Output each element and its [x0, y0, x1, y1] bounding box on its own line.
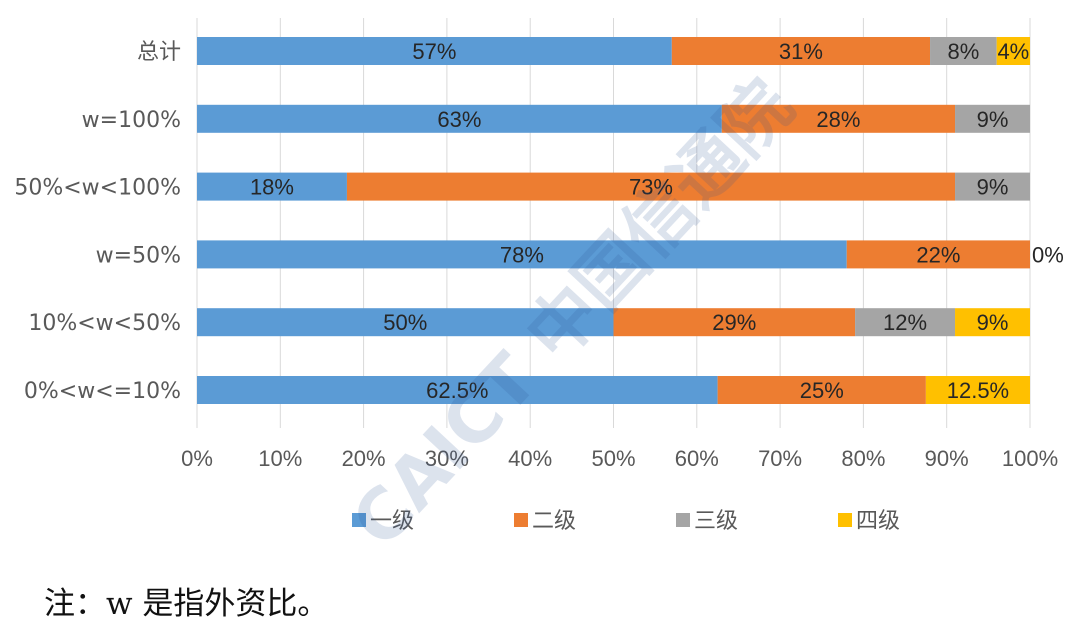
- bars: [197, 37, 1030, 404]
- footnote: 注：w 是指外资比。: [44, 586, 329, 622]
- legend-label: 二级: [532, 509, 576, 534]
- x-tick-label: 30%: [425, 446, 469, 471]
- data-label: 18%: [250, 175, 294, 200]
- legend-swatch: [352, 513, 366, 527]
- data-label: 22%: [916, 242, 960, 267]
- category-label: 总计: [137, 40, 181, 65]
- value-labels: 57% 31% 8% 4% 63% 28% 9% 18% 73% 9% 78% 22% 0% 50% 29%…: [250, 39, 1064, 403]
- data-label: 9%: [977, 175, 1009, 200]
- bar-segment: [671, 37, 931, 65]
- x-tick-label: 10%: [258, 446, 302, 471]
- legend-label: 四级: [856, 509, 900, 534]
- bar-segment: [955, 104, 1030, 133]
- bar-segment: [721, 104, 956, 133]
- bar-segment: [955, 172, 1030, 201]
- bar-segment: [346, 172, 956, 201]
- x-tick-label: 70%: [758, 446, 802, 471]
- data-label: 31%: [779, 39, 823, 64]
- category-label: 50%<w<100%: [14, 176, 181, 201]
- bar-segment: [955, 308, 1030, 337]
- bar-segment: [996, 37, 1030, 65]
- data-label: 78%: [500, 242, 544, 267]
- bar-segment: [930, 37, 997, 65]
- x-tick-label: 40%: [508, 446, 552, 471]
- data-label: 62.5%: [426, 378, 488, 403]
- x-tick-label: 100%: [1002, 446, 1058, 471]
- data-label: 50%: [383, 310, 427, 335]
- category-label: w=100%: [82, 108, 181, 133]
- bar-segment: [197, 104, 722, 133]
- data-label: 0%: [1032, 242, 1064, 267]
- legend-swatch: [676, 513, 690, 527]
- x-tick-labels: 0% 10% 20% 30% 40% 50% 60% 70% 80% 90% 100%: [181, 446, 1058, 471]
- x-tick-label: 50%: [591, 446, 635, 471]
- x-tick-label: 80%: [841, 446, 885, 471]
- x-tick-label: 20%: [342, 446, 386, 471]
- bar-segment: [613, 308, 856, 337]
- data-label: 63%: [437, 107, 481, 132]
- category-label: 10%<w<50%: [28, 311, 181, 336]
- x-tick-label: 60%: [675, 446, 719, 471]
- bar-segment: [717, 376, 926, 404]
- data-label: 8%: [947, 39, 979, 64]
- bar-segment: [846, 240, 1030, 269]
- data-label: 57%: [412, 39, 456, 64]
- legend-label: 一级: [370, 509, 414, 534]
- bar-segment: [197, 308, 614, 337]
- category-label: w=50%: [96, 243, 181, 268]
- data-label: 9%: [977, 310, 1009, 335]
- data-label: 29%: [712, 310, 756, 335]
- data-label: 4%: [997, 39, 1029, 64]
- category-label: 0%<w<=10%: [24, 379, 181, 404]
- bar-segment: [197, 172, 347, 201]
- category-labels: 总计 w=100% 50%<w<100% w=50% 10%<w<50% 0%<w<=10…: [14, 40, 181, 404]
- data-label: 9%: [977, 107, 1009, 132]
- data-label: 73%: [629, 175, 673, 200]
- bar-segment: [855, 308, 956, 337]
- x-tick-label: 90%: [925, 446, 969, 471]
- bar-segment: [197, 37, 672, 65]
- legend: 一级 二级 三级 四级: [352, 509, 900, 534]
- data-label: 12.5%: [947, 378, 1009, 403]
- data-label: 28%: [816, 107, 860, 132]
- bar-segment: [925, 376, 1030, 404]
- bar-segment: [197, 376, 718, 404]
- data-label: 25%: [800, 378, 844, 403]
- legend-swatch: [514, 513, 528, 527]
- bar-segment: [197, 240, 847, 269]
- x-tick-label: 0%: [181, 446, 213, 471]
- data-label: 12%: [883, 310, 927, 335]
- legend-label: 三级: [694, 509, 738, 534]
- legend-swatch: [838, 513, 852, 527]
- gridlines: [196, 18, 1031, 428]
